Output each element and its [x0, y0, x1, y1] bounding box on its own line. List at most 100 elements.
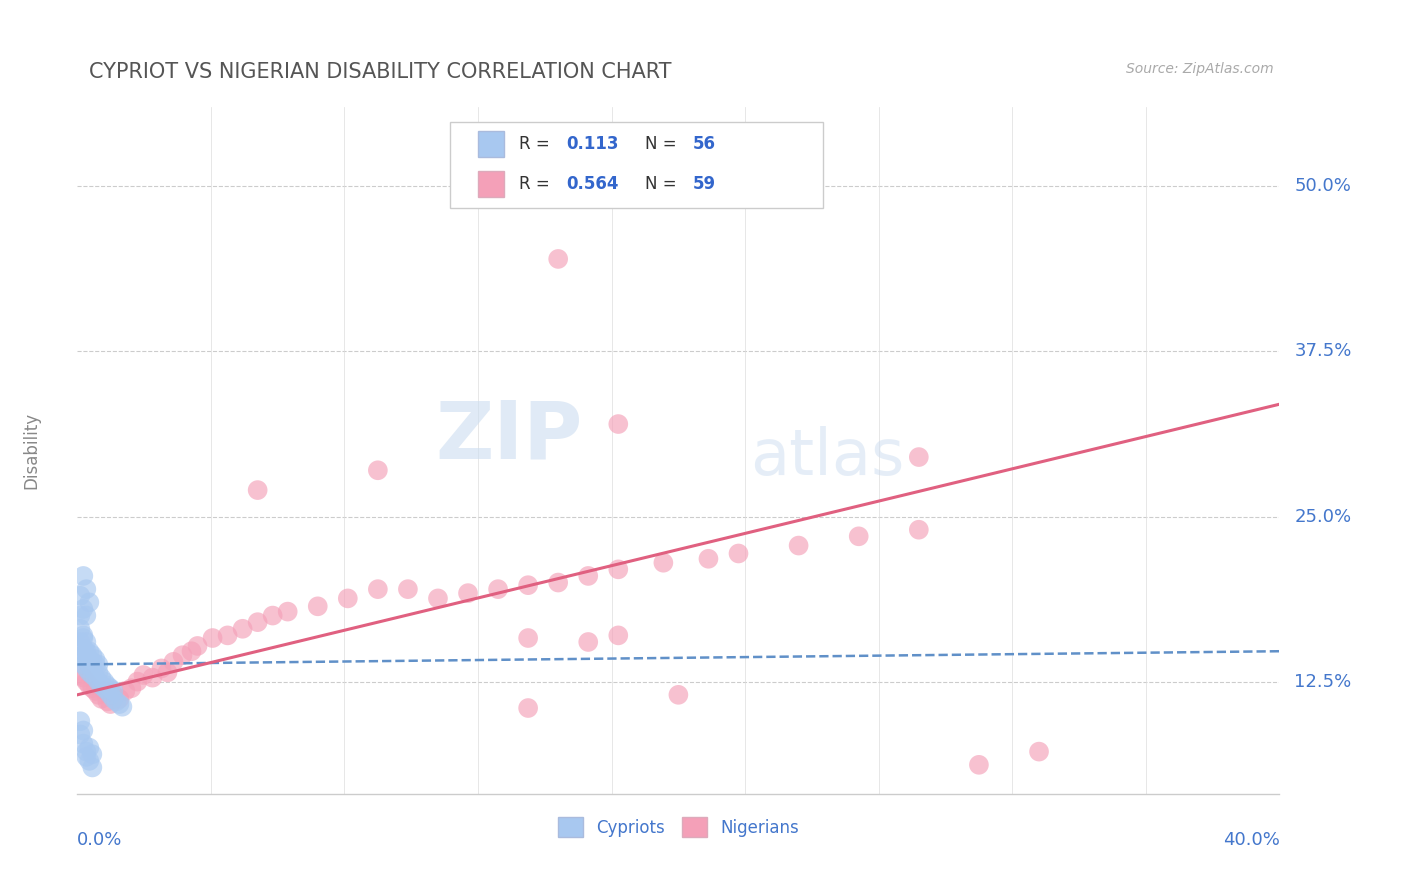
Point	[246, 483, 269, 497]
Point	[100, 688, 122, 702]
Point	[96, 679, 118, 693]
Point	[82, 747, 104, 762]
Point	[232, 622, 254, 636]
Point	[87, 657, 110, 672]
Point	[75, 750, 97, 764]
Point	[457, 586, 479, 600]
Point	[75, 661, 97, 675]
Text: ZIP: ZIP	[434, 398, 582, 475]
Point	[75, 635, 97, 649]
Text: R =: R =	[519, 135, 554, 153]
Point	[127, 674, 149, 689]
Point	[727, 546, 749, 561]
Point	[367, 463, 389, 477]
Point	[82, 655, 104, 669]
Point	[69, 727, 91, 741]
Point	[132, 668, 155, 682]
Point	[547, 575, 569, 590]
Point	[103, 691, 125, 706]
Point	[517, 578, 540, 592]
Point	[72, 569, 94, 583]
Point	[262, 608, 284, 623]
Legend: Cypriots, Nigerians: Cypriots, Nigerians	[551, 810, 806, 844]
Point	[82, 668, 104, 682]
Point	[908, 523, 931, 537]
Point	[79, 657, 101, 672]
Point	[186, 639, 209, 653]
Point	[103, 683, 125, 698]
Point	[79, 644, 101, 658]
Point	[547, 252, 569, 266]
Point	[79, 665, 101, 680]
Point	[75, 745, 97, 759]
Point	[72, 641, 94, 656]
Point	[908, 450, 931, 464]
Point	[72, 723, 94, 738]
Point	[607, 562, 630, 576]
Point	[697, 551, 720, 566]
Point	[396, 582, 419, 596]
Point	[72, 648, 94, 663]
Text: 50.0%: 50.0%	[1295, 178, 1351, 195]
Point	[517, 631, 540, 645]
Text: Source: ZipAtlas.com: Source: ZipAtlas.com	[1126, 62, 1274, 77]
Point	[72, 628, 94, 642]
Point	[96, 694, 118, 708]
Point	[201, 631, 224, 645]
Point	[79, 652, 101, 666]
Point	[93, 681, 115, 696]
Point	[72, 631, 94, 645]
Point	[967, 757, 990, 772]
Point	[607, 417, 630, 431]
Point	[162, 655, 184, 669]
Point	[72, 602, 94, 616]
Point	[100, 697, 122, 711]
FancyBboxPatch shape	[450, 122, 823, 208]
Text: 0.564: 0.564	[567, 175, 619, 193]
Text: 0.113: 0.113	[567, 135, 619, 153]
Point	[87, 674, 110, 689]
Point	[75, 655, 97, 669]
Point	[69, 608, 91, 623]
Point	[277, 605, 299, 619]
Text: 12.5%: 12.5%	[1295, 673, 1351, 690]
Point	[100, 681, 122, 696]
Point	[69, 668, 91, 682]
Point	[93, 683, 115, 698]
Point	[105, 694, 128, 708]
Point	[156, 665, 179, 680]
Point	[72, 737, 94, 751]
Point	[84, 683, 107, 698]
Point	[96, 683, 118, 698]
Point	[82, 760, 104, 774]
Text: 59: 59	[693, 175, 716, 193]
Point	[87, 665, 110, 680]
Point	[652, 556, 675, 570]
Point	[103, 688, 125, 702]
Point	[576, 635, 599, 649]
Point	[79, 740, 101, 755]
Point	[72, 657, 94, 672]
Point	[75, 644, 97, 658]
Text: Disability: Disability	[22, 412, 41, 489]
Point	[75, 582, 97, 596]
Point	[668, 688, 690, 702]
Point	[576, 569, 599, 583]
Text: 37.5%: 37.5%	[1295, 343, 1351, 360]
Point	[90, 679, 112, 693]
Point	[93, 674, 115, 689]
Text: CYPRIOT VS NIGERIAN DISABILITY CORRELATION CHART: CYPRIOT VS NIGERIAN DISABILITY CORRELATI…	[90, 62, 672, 82]
Point	[120, 681, 142, 696]
Point	[150, 661, 173, 675]
Text: 25.0%: 25.0%	[1295, 508, 1351, 525]
Point	[69, 589, 91, 603]
Text: N =: N =	[645, 135, 682, 153]
Point	[75, 648, 97, 663]
Point	[84, 671, 107, 685]
Point	[79, 595, 101, 609]
Point	[87, 688, 110, 702]
Text: 56: 56	[693, 135, 716, 153]
Point	[108, 697, 131, 711]
Point	[1028, 745, 1050, 759]
Text: N =: N =	[645, 175, 682, 193]
